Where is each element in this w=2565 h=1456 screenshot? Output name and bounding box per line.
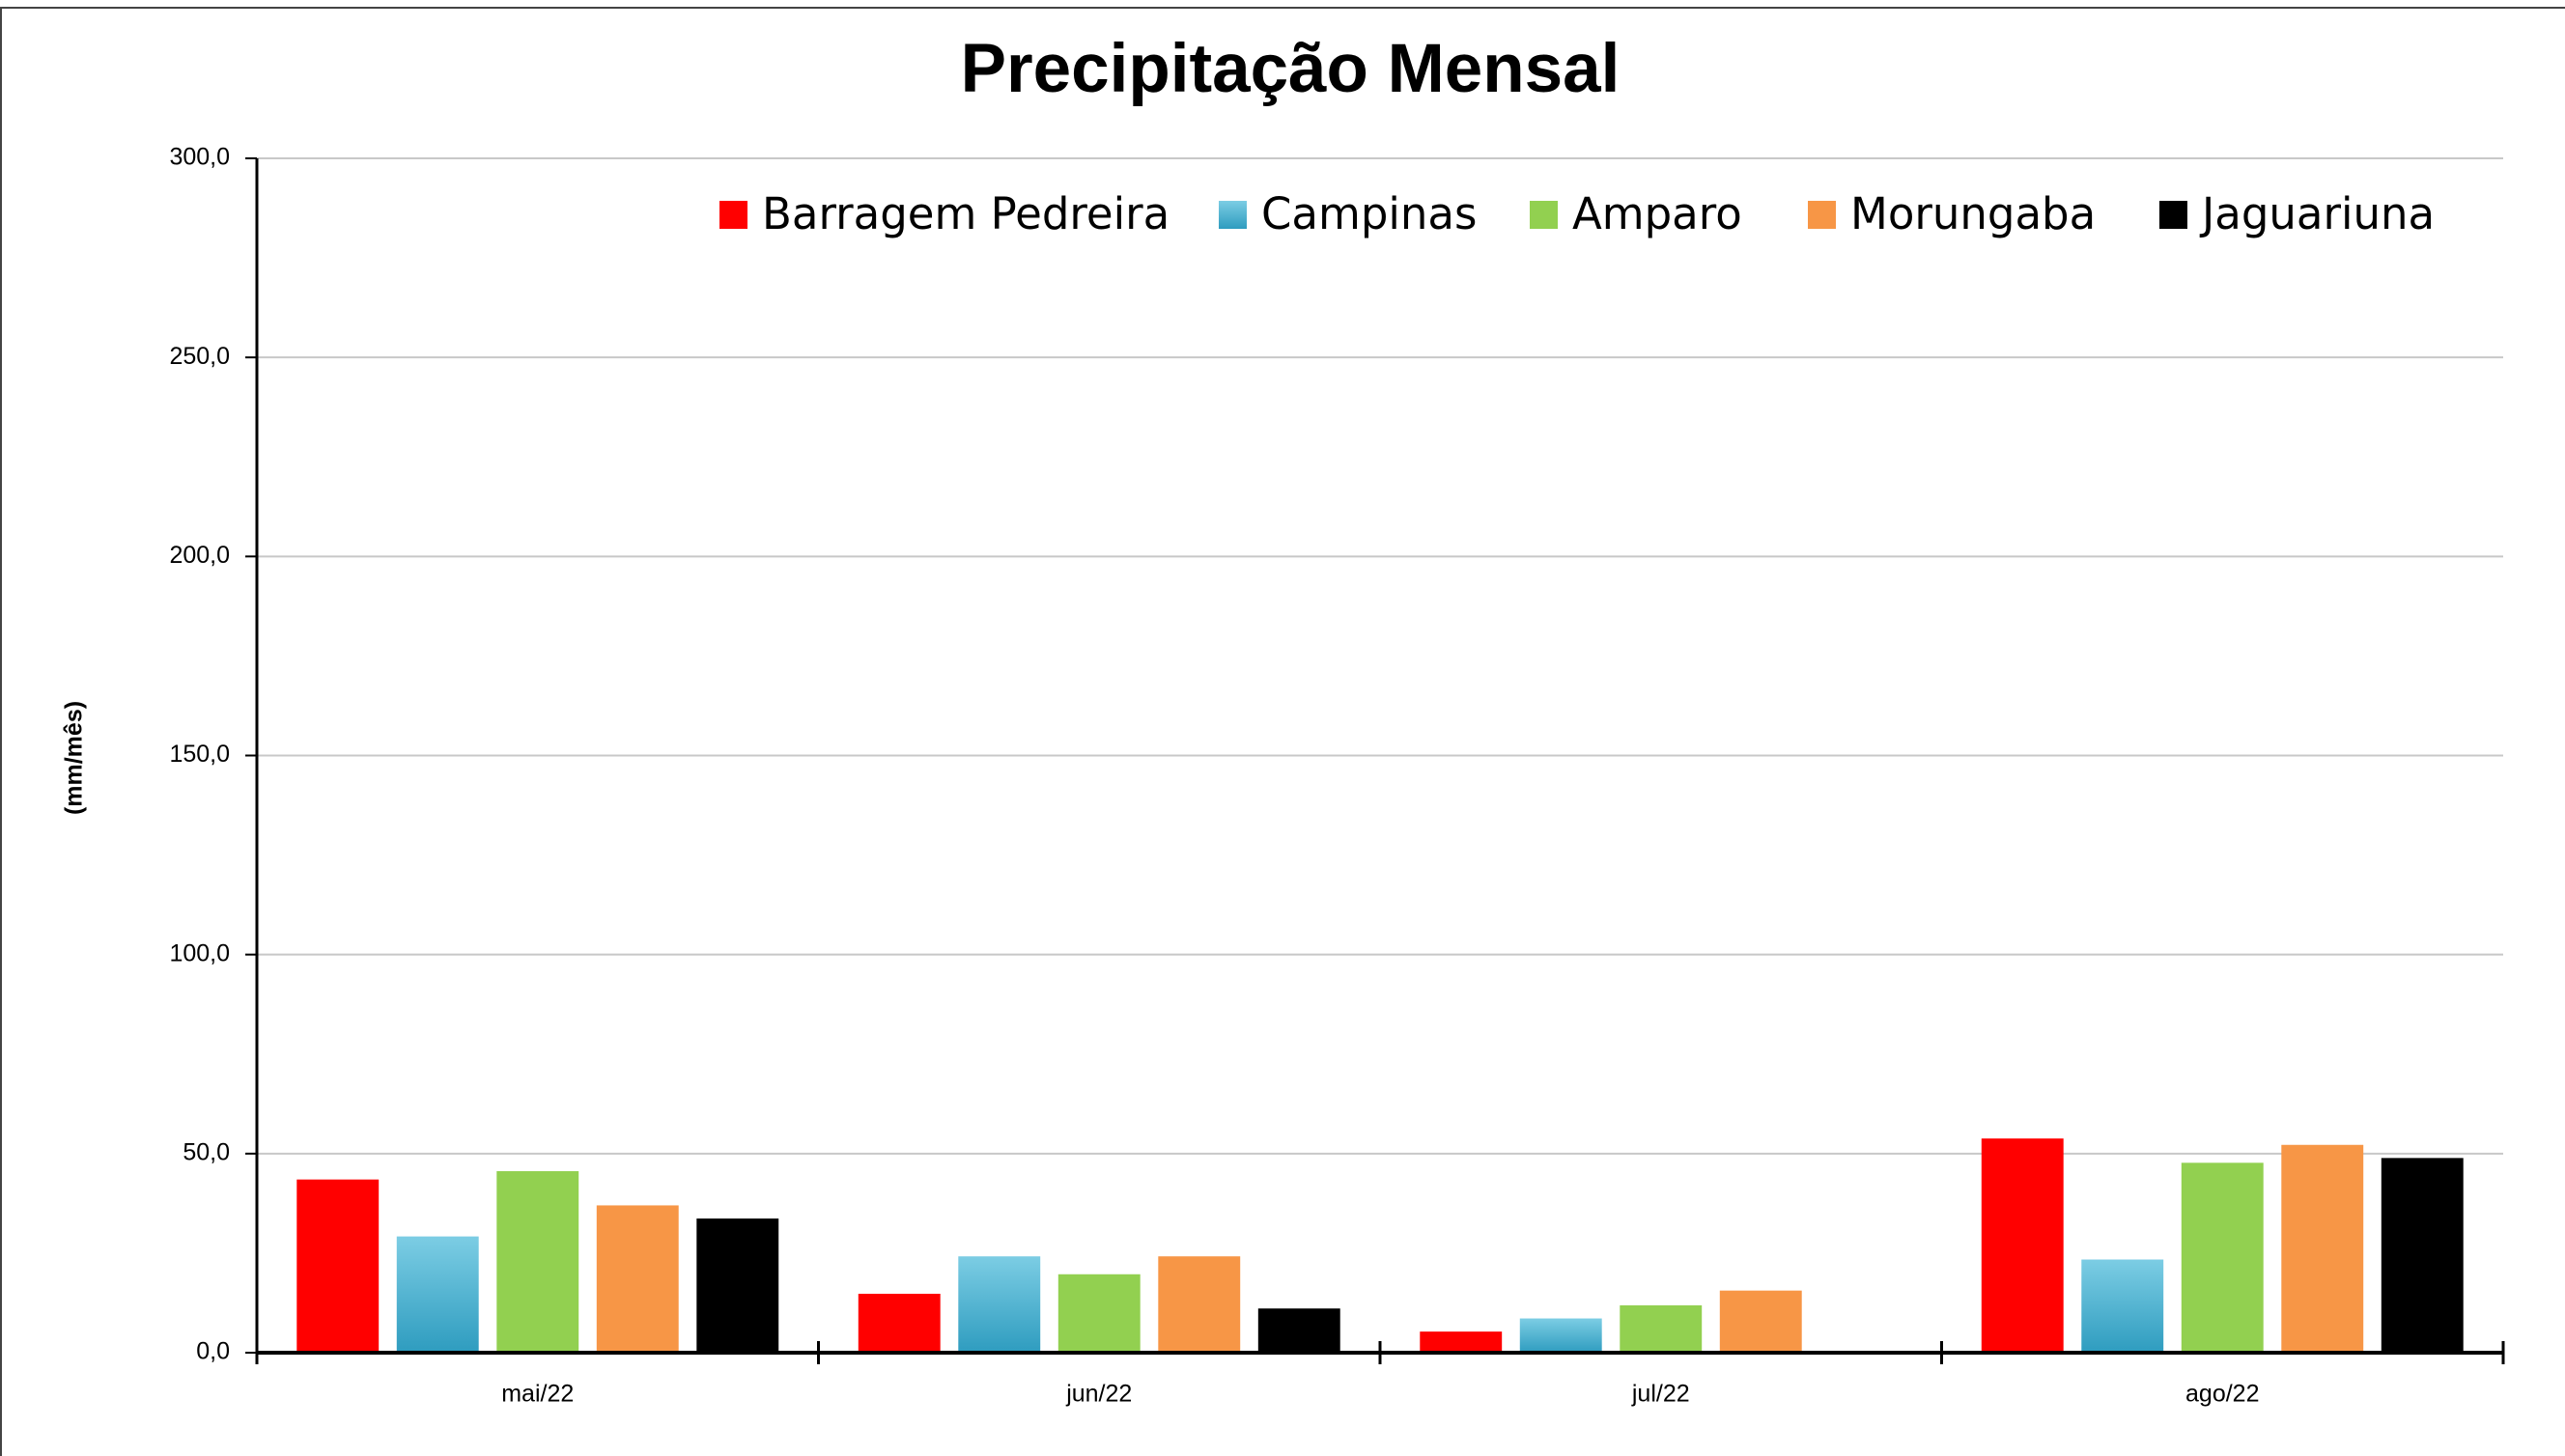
bar	[396, 1236, 479, 1353]
bar	[1420, 1331, 1503, 1353]
legend-swatch	[2159, 201, 2187, 229]
frame	[0, 7, 2565, 1456]
legend-label: Jaguariuna	[2199, 188, 2435, 239]
legend-label: Barragem Pedreira	[762, 188, 1170, 239]
x-tick-label: jul/22	[1631, 1381, 1690, 1408]
bar	[1057, 1274, 1141, 1353]
legend-swatch	[1219, 201, 1247, 229]
bar	[1620, 1304, 1703, 1353]
bar	[2281, 1144, 2364, 1353]
bar	[496, 1170, 579, 1353]
bar	[1981, 1138, 2064, 1353]
bar	[596, 1205, 679, 1353]
y-axis-label: (mm/mês)	[61, 701, 88, 815]
legend-label: Amparo	[1572, 188, 1742, 239]
y-tick-label: 250,0	[169, 343, 230, 370]
y-tick-label: 100,0	[169, 939, 230, 966]
bar	[1719, 1290, 1802, 1353]
bar	[2181, 1162, 2264, 1353]
bar	[2381, 1158, 2464, 1353]
y-tick-label: 0,0	[196, 1338, 230, 1365]
x-tick-label: ago/22	[2185, 1381, 2259, 1408]
legend-swatch	[1530, 201, 1558, 229]
bar	[696, 1218, 779, 1353]
legend-label: Campinas	[1261, 188, 1477, 239]
bar	[1257, 1308, 1340, 1353]
legend-label: Morungaba	[1850, 188, 2096, 239]
bar	[858, 1293, 941, 1353]
y-tick-label: 300,0	[169, 144, 230, 171]
legend-swatch	[1808, 201, 1836, 229]
y-tick-label: 200,0	[169, 542, 230, 569]
chart-title: Precipitação Mensal	[961, 31, 1621, 107]
y-tick-label: 50,0	[183, 1138, 230, 1165]
bar	[1519, 1318, 1602, 1353]
x-tick-label: mai/22	[501, 1381, 574, 1408]
y-tick-label: 150,0	[169, 741, 230, 768]
bar	[958, 1256, 1041, 1353]
bar	[296, 1179, 380, 1353]
legend-swatch	[719, 201, 747, 229]
bar	[2081, 1259, 2164, 1353]
bar	[1158, 1256, 1241, 1353]
x-tick-label: jun/22	[1065, 1381, 1132, 1408]
